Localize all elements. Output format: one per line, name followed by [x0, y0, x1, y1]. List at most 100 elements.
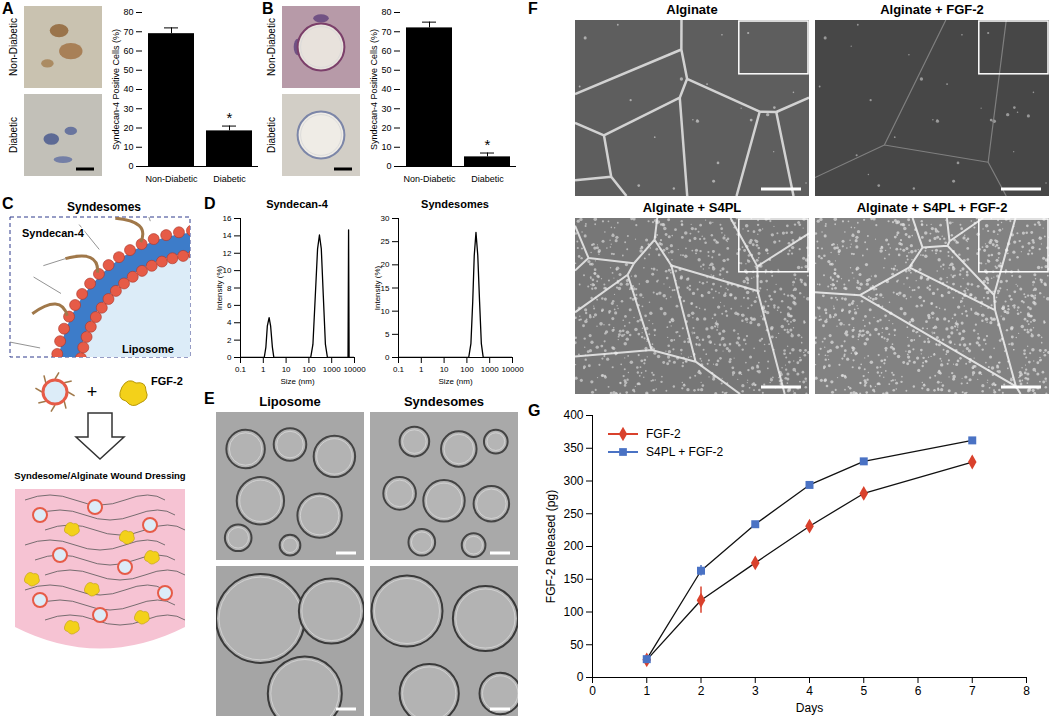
html-text:Syndesomes: Syndesomes — [403, 394, 485, 409]
svg-text:6: 6 — [915, 684, 922, 698]
svg-text:70: 70 — [381, 27, 391, 37]
svg-text:1: 1 — [643, 684, 650, 698]
svg-text:FGF-2 Released (pg): FGF-2 Released (pg) — [544, 490, 558, 603]
svg-text:0.1: 0.1 — [393, 365, 405, 374]
svg-text:0: 0 — [385, 353, 390, 362]
svg-text:Non-Diabetic: Non-Diabetic — [266, 18, 277, 76]
svg-text:0: 0 — [128, 161, 133, 171]
svg-text:12: 12 — [223, 249, 232, 258]
svg-text:25: 25 — [381, 237, 390, 246]
svg-text:Liposome: Liposome — [122, 343, 174, 355]
svg-text:40: 40 — [381, 84, 391, 94]
html-text:C: C — [2, 195, 14, 212]
svg-text:20: 20 — [381, 123, 391, 133]
svg-text:30: 30 — [381, 214, 390, 223]
svg-text:10: 10 — [440, 365, 449, 374]
svg-text:2: 2 — [698, 684, 705, 698]
svg-text:6: 6 — [227, 301, 232, 310]
html-text:S4PL + FGF-2: S4PL + FGF-2 — [646, 445, 724, 459]
svg-text:*: * — [485, 136, 491, 153]
svg-text:400: 400 — [563, 408, 583, 422]
svg-text:FGF-2: FGF-2 — [151, 375, 183, 387]
svg-text:0: 0 — [227, 353, 232, 362]
svg-text:1000: 1000 — [481, 365, 499, 374]
html-text:B: B — [262, 0, 274, 17]
svg-text:Size (nm): Size (nm) — [280, 377, 315, 386]
svg-text:16: 16 — [223, 214, 232, 223]
svg-text:7: 7 — [969, 684, 976, 698]
svg-text:10000: 10000 — [343, 365, 366, 374]
svg-text:Syndecan-4 Positive Cells (%): Syndecan-4 Positive Cells (%) — [369, 29, 379, 150]
svg-text:0.1: 0.1 — [235, 365, 247, 374]
svg-text:300: 300 — [563, 474, 583, 488]
html-text:Alginate + FGF-2: Alginate + FGF-2 — [880, 2, 984, 17]
svg-text:250: 250 — [563, 507, 583, 521]
svg-text:3: 3 — [752, 684, 759, 698]
html-text:Alginate: Alginate — [666, 2, 718, 17]
html-text:FGF-2: FGF-2 — [646, 427, 681, 441]
html-text:A: A — [2, 0, 14, 17]
svg-text:350: 350 — [563, 441, 583, 455]
svg-text:Intensity (%): Intensity (%) — [215, 265, 224, 310]
svg-text:Non-Diabetic: Non-Diabetic — [403, 174, 456, 184]
svg-text:Diabetic: Diabetic — [8, 117, 19, 153]
svg-text:100: 100 — [302, 365, 316, 374]
svg-text:Intensity (%): Intensity (%) — [373, 265, 382, 310]
svg-text:5: 5 — [860, 684, 867, 698]
svg-text:Syndesome/Alginate Wound Dress: Syndesome/Alginate Wound Dressing — [14, 470, 186, 481]
svg-text:40: 40 — [123, 84, 133, 94]
svg-text:8: 8 — [227, 284, 232, 293]
svg-text:80: 80 — [381, 7, 391, 17]
html-text:Alginate + S4PL + FGF-2: Alginate + S4PL + FGF-2 — [856, 200, 1008, 215]
svg-text:14: 14 — [223, 231, 232, 240]
svg-text:100: 100 — [563, 605, 583, 619]
svg-text:50: 50 — [381, 65, 391, 75]
html-text:Syndesomes: Syndesomes — [421, 198, 489, 210]
svg-text:50: 50 — [123, 65, 133, 75]
svg-text:1: 1 — [419, 365, 424, 374]
svg-text:10: 10 — [123, 142, 133, 152]
svg-text:4: 4 — [227, 318, 232, 327]
svg-text:Syndecan-4: Syndecan-4 — [22, 227, 85, 239]
svg-text:0: 0 — [577, 670, 584, 684]
svg-text:20: 20 — [123, 123, 133, 133]
html-text:G: G — [528, 402, 541, 419]
svg-text:4: 4 — [806, 684, 813, 698]
svg-text:60: 60 — [381, 46, 391, 56]
html-text:D: D — [204, 195, 216, 212]
svg-text:50: 50 — [570, 638, 584, 652]
svg-text:5: 5 — [385, 330, 390, 339]
svg-text:Syndesomes: Syndesomes — [67, 200, 141, 214]
svg-text:30: 30 — [123, 104, 133, 114]
svg-text:70: 70 — [123, 27, 133, 37]
svg-text:80: 80 — [123, 7, 133, 17]
svg-text:10000: 10000 — [501, 365, 524, 374]
svg-text:2: 2 — [227, 336, 232, 345]
svg-text:30: 30 — [381, 104, 391, 114]
html-text:E: E — [204, 390, 215, 407]
svg-text:60: 60 — [123, 46, 133, 56]
svg-text:100: 100 — [460, 365, 474, 374]
svg-text:Diabetic: Diabetic — [471, 174, 504, 184]
svg-text:Syndecan-4 Positive Cells (%): Syndecan-4 Positive Cells (%) — [111, 29, 121, 150]
svg-text:Non-Diabetic: Non-Diabetic — [8, 18, 19, 76]
svg-text:*: * — [227, 109, 233, 126]
svg-text:Diabetic: Diabetic — [266, 117, 277, 153]
svg-text:0: 0 — [589, 684, 596, 698]
html-text:Liposome: Liposome — [259, 394, 321, 409]
svg-text:1000: 1000 — [323, 365, 341, 374]
svg-text:150: 150 — [563, 572, 583, 586]
svg-text:10: 10 — [381, 142, 391, 152]
svg-text:8: 8 — [1023, 684, 1030, 698]
svg-text:Non-Diabetic: Non-Diabetic — [145, 174, 198, 184]
html-text:Syndecan-4: Syndecan-4 — [266, 198, 328, 210]
svg-text:Days: Days — [796, 701, 823, 715]
svg-text:0: 0 — [386, 161, 391, 171]
svg-text:10: 10 — [282, 365, 291, 374]
svg-text:Size (nm): Size (nm) — [438, 377, 473, 386]
svg-text:200: 200 — [563, 539, 583, 553]
html-text:Alginate + S4PL: Alginate + S4PL — [642, 200, 742, 215]
svg-text:1: 1 — [261, 365, 266, 374]
svg-text:+: + — [87, 382, 98, 402]
svg-text:Diabetic: Diabetic — [213, 174, 246, 184]
